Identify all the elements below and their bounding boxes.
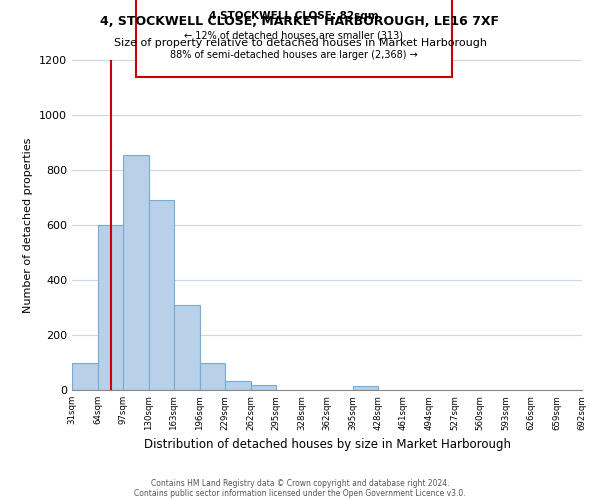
Bar	[97, 225, 123, 390]
Text: 88% of semi-detached houses are larger (2,368) →: 88% of semi-detached houses are larger (…	[170, 50, 418, 60]
Bar	[72, 362, 97, 390]
Text: 4 STOCKWELL CLOSE: 82sqm: 4 STOCKWELL CLOSE: 82sqm	[209, 10, 379, 20]
Text: ← 12% of detached houses are smaller (313): ← 12% of detached houses are smaller (31…	[184, 30, 403, 40]
Bar	[123, 155, 149, 390]
Bar	[251, 384, 276, 390]
Bar	[225, 381, 251, 390]
Y-axis label: Number of detached properties: Number of detached properties	[23, 138, 34, 312]
Bar	[149, 200, 174, 390]
Text: Size of property relative to detached houses in Market Harborough: Size of property relative to detached ho…	[113, 38, 487, 48]
Text: Contains public sector information licensed under the Open Government Licence v3: Contains public sector information licen…	[134, 488, 466, 498]
Text: 4, STOCKWELL CLOSE, MARKET HARBOROUGH, LE16 7XF: 4, STOCKWELL CLOSE, MARKET HARBOROUGH, L…	[101, 15, 499, 28]
Bar	[199, 362, 225, 390]
Bar	[353, 386, 378, 390]
X-axis label: Distribution of detached houses by size in Market Harborough: Distribution of detached houses by size …	[143, 438, 511, 451]
Text: Contains HM Land Registry data © Crown copyright and database right 2024.: Contains HM Land Registry data © Crown c…	[151, 478, 449, 488]
Bar	[174, 304, 199, 390]
FancyBboxPatch shape	[136, 0, 452, 76]
